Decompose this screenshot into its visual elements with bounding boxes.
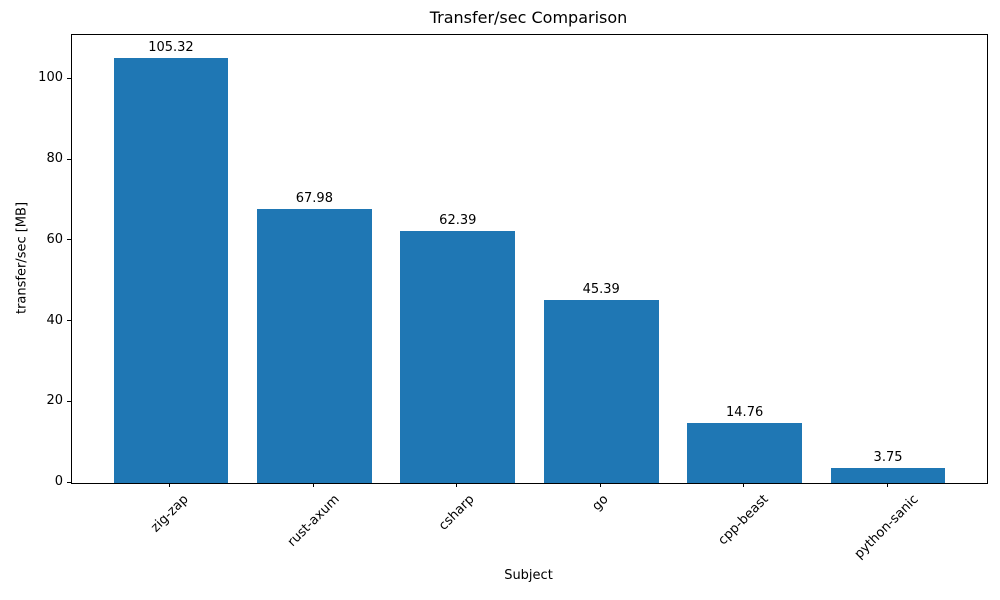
x-tick-mark-go: [599, 483, 601, 487]
y-axis-label-text: transfer/sec [MB]: [14, 201, 30, 315]
y-tick-label-0: 0: [54, 474, 63, 489]
bar-go: [543, 299, 659, 483]
y-tick-mark-100: [67, 77, 71, 79]
y-tick-label-80: 80: [46, 151, 63, 167]
bar-value-label-cpp-beast: 14.76: [726, 405, 764, 421]
y-tick-mark-40: [67, 320, 71, 322]
x-tick-mark-rust-axum: [312, 483, 314, 487]
x-axis-label: Subject: [504, 568, 553, 583]
y-tick-mark-0: [67, 481, 71, 483]
bar-value-label-csharp: 62.39: [439, 213, 477, 229]
x-tick-label-rust-axum: rust-axum: [284, 492, 343, 550]
y-tick-label-20: 20: [46, 393, 63, 409]
x-tick-label-zig-zap: zig-zap: [148, 492, 192, 536]
bar-value-label-python-sanic: 3.75: [873, 449, 903, 465]
x-tick-label-csharp: csharp: [436, 492, 478, 534]
x-tick-label-cpp-beast: cpp-beast: [715, 492, 772, 549]
x-tick-mark-python-sanic: [886, 483, 888, 487]
bar-value-label-go: 45.39: [582, 281, 620, 297]
x-tick-mark-zig-zap: [169, 483, 171, 487]
y-tick-mark-80: [67, 158, 71, 160]
bar-value-label-rust-axum: 67.98: [295, 190, 333, 206]
y-tick-label-100: 100: [38, 70, 63, 86]
bar-python-sanic: [830, 467, 946, 483]
bar-cpp-beast: [687, 423, 802, 483]
x-tick-label-go: go: [589, 492, 612, 515]
x-tick-mark-csharp: [456, 483, 458, 487]
plot-area: 105.32 67.98 62.39 45.39 14.76 3.75: [71, 34, 988, 484]
bar-value-label-zig-zap: 105.32: [148, 39, 194, 55]
bar-csharp: [400, 231, 516, 483]
bar-rust-axum: [257, 208, 372, 483]
bar-zig-zap: [113, 57, 229, 483]
chart-title: Transfer/sec Comparison: [429, 8, 628, 27]
x-tick-mark-cpp-beast: [743, 483, 745, 487]
y-tick-mark-20: [67, 400, 71, 402]
y-tick-label-40: 40: [46, 312, 63, 328]
y-tick-mark-60: [67, 239, 71, 241]
y-tick-label-60: 60: [46, 231, 63, 247]
x-tick-label-python-sanic: python-sanic: [852, 492, 922, 562]
